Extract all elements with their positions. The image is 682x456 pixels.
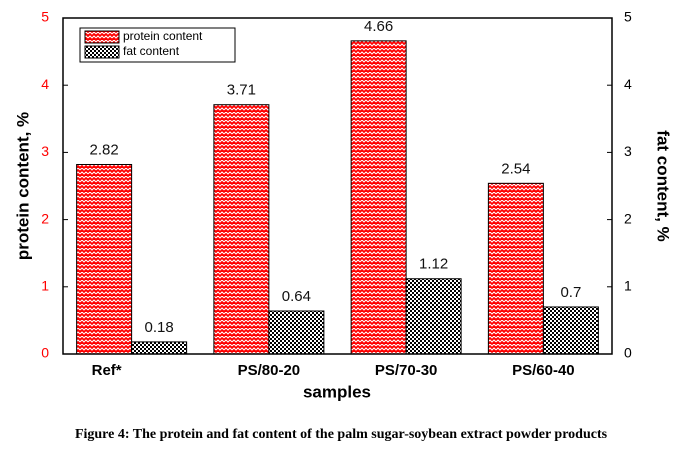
y2-axis-label: fat content, % (654, 130, 673, 241)
y-tick-label: 2 (41, 210, 49, 226)
legend-label: protein content (123, 29, 203, 43)
bar (405, 278, 462, 355)
bar (76, 163, 133, 355)
y-tick-label: 0 (41, 345, 49, 361)
value-label: 0.64 (282, 288, 311, 305)
bar (487, 182, 544, 355)
bar (268, 310, 325, 355)
x-tick-label: PS/60-40 (512, 362, 575, 379)
y-tick-label: 3 (41, 143, 49, 159)
value-label: 0.7 (560, 284, 581, 301)
bar (131, 341, 188, 355)
y-tick-label: 4 (41, 76, 49, 92)
bar (350, 40, 407, 355)
legend-label: fat content (123, 44, 180, 58)
legend-swatch (84, 45, 120, 59)
y2-tick-label: 1 (624, 278, 632, 294)
y2-tick-label: 3 (624, 143, 632, 159)
bar (213, 104, 270, 355)
value-label: 1.12 (419, 256, 448, 273)
y-tick-label: 1 (41, 278, 49, 294)
y-tick-label: 5 (41, 9, 49, 25)
plot-frame (62, 17, 613, 355)
caption: Figure 4: The protein and fat content of… (75, 427, 608, 442)
value-label: 0.18 (145, 319, 174, 336)
y-axis-label: protein content, % (13, 112, 32, 260)
y2-tick-label: 0 (624, 345, 632, 361)
x-axis-label: samples (303, 382, 371, 401)
y2-tick-label: 4 (624, 76, 632, 92)
x-tick-label: Ref* (92, 362, 122, 379)
x-tick-label: PS/70-30 (375, 362, 438, 379)
value-label: 3.71 (227, 82, 256, 99)
y2-tick-label: 2 (624, 210, 632, 226)
x-tick-label: PS/80-20 (238, 362, 301, 379)
value-label: 2.54 (501, 160, 530, 177)
bar (542, 306, 599, 355)
legend-swatch (84, 30, 120, 44)
value-label: 2.82 (90, 141, 119, 158)
y2-tick-label: 5 (624, 9, 632, 25)
value-label: 4.66 (364, 18, 393, 35)
